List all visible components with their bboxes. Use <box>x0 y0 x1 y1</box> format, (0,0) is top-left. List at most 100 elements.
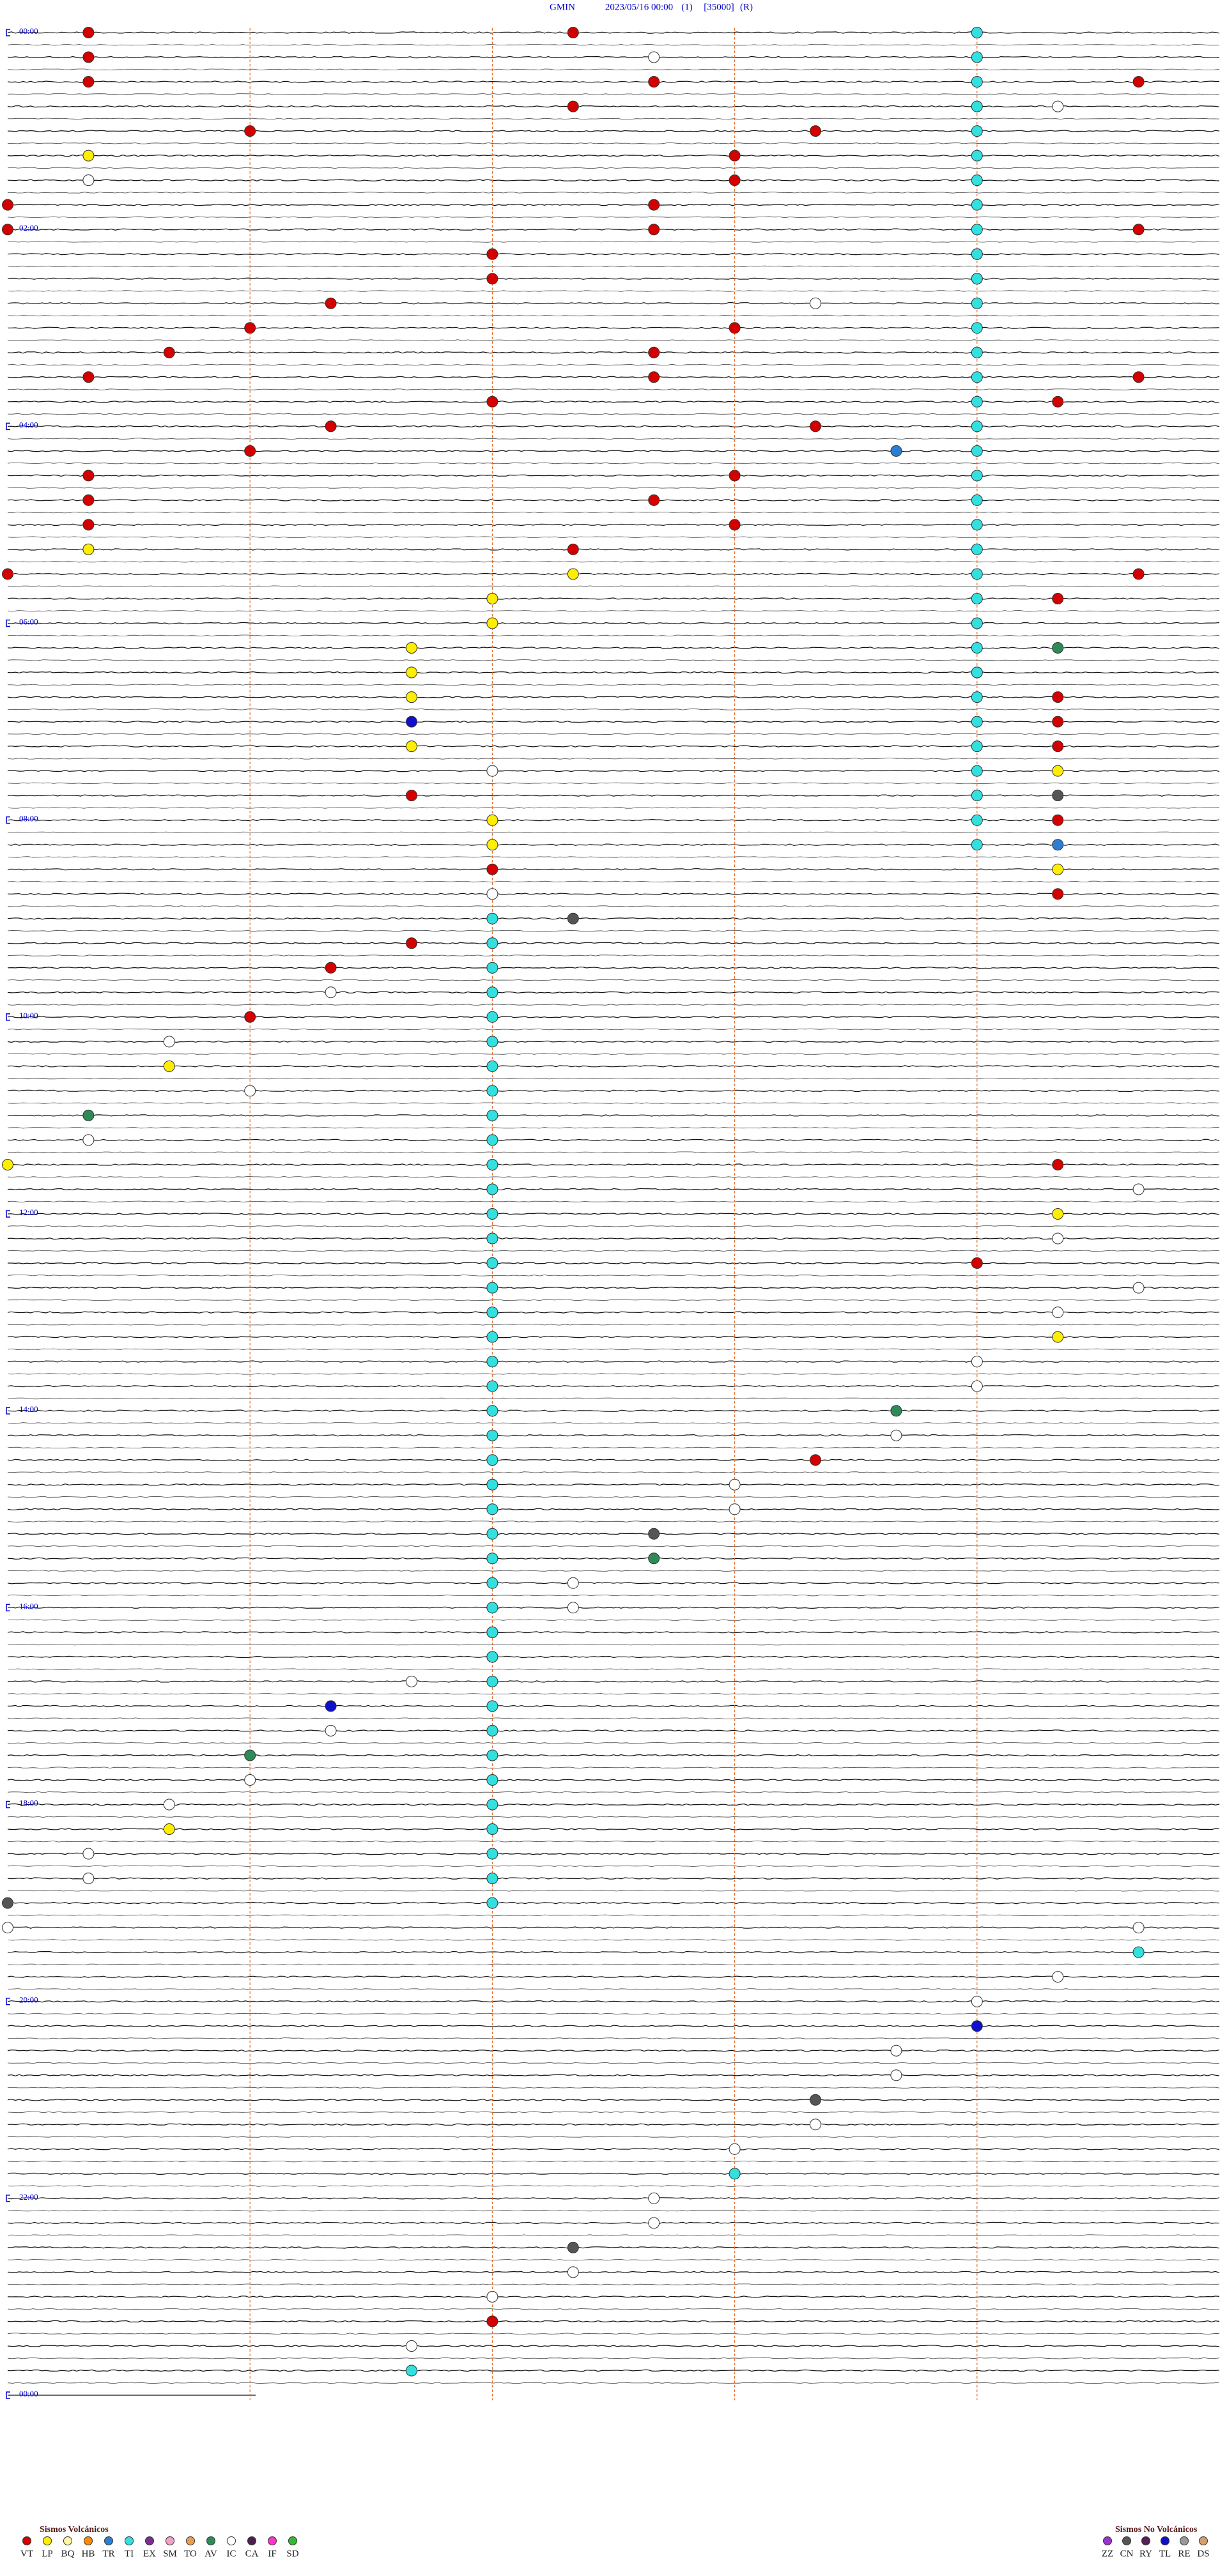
event-ti <box>971 765 983 777</box>
event-lp <box>1052 1331 1064 1343</box>
trace <box>7 339 1220 341</box>
trace <box>7 1138 1220 1142</box>
event-cn <box>810 2094 821 2106</box>
label-bracket <box>6 619 10 627</box>
legend-swatch <box>247 2536 256 2545</box>
label-bracket <box>6 2391 10 2399</box>
event-av <box>1052 642 1064 654</box>
trace <box>7 536 1220 538</box>
legend-swatch <box>1199 2536 1208 2545</box>
event-vt <box>486 273 498 285</box>
event-lp <box>486 814 498 826</box>
event-vt <box>1132 76 1145 88</box>
trace <box>7 388 1220 390</box>
event-ti <box>486 1823 498 1835</box>
event-lp <box>486 593 498 604</box>
time-label: 08:00 <box>19 814 38 824</box>
label-bracket <box>6 1604 10 1612</box>
trace <box>7 560 1220 563</box>
trace <box>7 2221 1220 2225</box>
trace <box>7 1065 1219 1068</box>
label-bracket <box>6 1013 10 1021</box>
event-vt <box>82 371 95 383</box>
trace <box>7 450 1220 452</box>
legend-swatch <box>1141 2536 1150 2545</box>
trace <box>7 1028 1220 1031</box>
trace <box>7 597 1220 600</box>
event-ic <box>890 2069 902 2082</box>
event-ti <box>971 740 983 753</box>
legend-code: CN <box>1120 2549 1134 2559</box>
trace <box>7 1114 1220 1117</box>
legend-swatch <box>145 2536 154 2545</box>
trace <box>7 290 1220 292</box>
event-ti <box>486 1011 498 1023</box>
legend-code: RY <box>1139 2549 1152 2559</box>
event-ti <box>486 1134 498 1146</box>
event-ti <box>486 1085 498 1097</box>
trace <box>7 2357 1220 2359</box>
trace <box>7 572 1220 576</box>
event-vt <box>1052 395 1064 408</box>
trace <box>8 2037 1220 2039</box>
trace <box>7 1188 1220 1191</box>
event-ti <box>971 519 983 531</box>
trace <box>7 2382 1220 2384</box>
trace <box>7 351 1220 354</box>
trace <box>7 376 1220 379</box>
trace <box>7 893 1220 895</box>
trace <box>7 68 1220 71</box>
event-lp <box>82 150 95 162</box>
legend-swatch <box>1180 2536 1189 2545</box>
event-ic <box>729 1478 741 1491</box>
trace <box>7 2123 1220 2126</box>
trace <box>7 1004 1220 1006</box>
event-vt <box>486 248 498 260</box>
event-ic <box>1052 1307 1064 1319</box>
trace <box>7 1286 1220 1289</box>
event-ti <box>486 1528 498 1540</box>
event-ti <box>486 912 498 924</box>
trace <box>7 1200 1220 1202</box>
event-ic <box>82 1873 95 1885</box>
event-tl <box>406 716 417 728</box>
trace <box>7 499 1220 502</box>
event-vt <box>729 322 741 334</box>
event-ic <box>567 1577 579 1589</box>
event-cn <box>648 1528 660 1540</box>
event-lp <box>1052 863 1064 875</box>
event-vt <box>325 297 337 309</box>
trace <box>7 192 1220 194</box>
event-ti <box>486 1405 498 1417</box>
legend-code: EX <box>143 2549 156 2559</box>
event-ti <box>971 691 983 703</box>
trace <box>7 302 1220 305</box>
trace <box>7 843 1220 846</box>
event-vt <box>1052 593 1064 604</box>
event-ti <box>971 839 983 851</box>
trace <box>7 967 1220 969</box>
legend-title: Sismos No Volcánicos <box>1115 2525 1198 2534</box>
label-bracket <box>6 1997 10 2005</box>
trace <box>7 1754 1220 1757</box>
trace <box>7 1176 1220 1178</box>
trace <box>7 241 1220 243</box>
label-bracket <box>6 2195 10 2202</box>
event-ic <box>648 51 660 63</box>
legend-code: TO <box>184 2549 197 2559</box>
event-lp <box>486 617 498 629</box>
trace <box>7 1237 1220 1240</box>
event-vt <box>648 346 660 358</box>
event-ti <box>971 150 983 162</box>
trace <box>7 1163 1220 1166</box>
trace <box>7 2197 1220 2200</box>
event-vt <box>729 470 741 482</box>
trace <box>7 1471 1220 1473</box>
event-vt <box>244 125 256 137</box>
legend-swatch <box>288 2536 297 2545</box>
trace <box>7 1533 1220 1535</box>
event-ti <box>486 1429 498 1441</box>
event-ti <box>486 937 498 949</box>
trace <box>7 807 1220 809</box>
event-ti <box>486 1356 498 1368</box>
